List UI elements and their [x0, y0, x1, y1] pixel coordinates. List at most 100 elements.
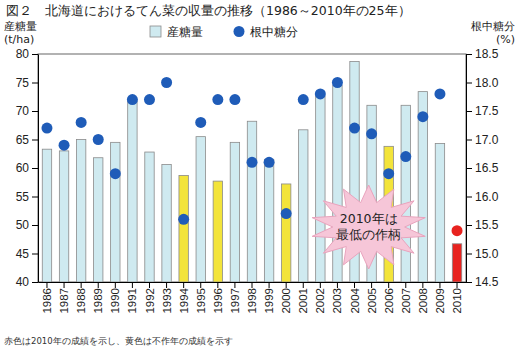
y-tick-label: 70 — [16, 104, 30, 118]
y-tick: 45 — [16, 247, 38, 261]
bar — [281, 184, 290, 282]
bar — [111, 142, 120, 282]
point — [76, 117, 87, 128]
x-tick-label: 1999 — [263, 288, 275, 314]
bar — [401, 105, 410, 282]
plot-frame — [38, 54, 466, 282]
x-tick-mark — [320, 282, 321, 288]
x-tick-mark — [217, 282, 218, 288]
annotation-burst — [312, 185, 425, 269]
y-tick-mark — [32, 282, 38, 283]
x-tick-label: 2003 — [331, 288, 343, 314]
x-tick: 1996 — [212, 282, 224, 314]
x-tick-label: 1992 — [144, 288, 156, 314]
y-tick-label: 60 — [16, 161, 30, 175]
y-tick-label: 80 — [16, 47, 30, 61]
axis-title-line: (%) — [496, 33, 515, 46]
x-tick-label: 2000 — [280, 288, 292, 314]
bar — [128, 101, 137, 282]
x-axis: 1986198719881989199019911992199319941995… — [39, 282, 467, 314]
point — [366, 128, 377, 139]
bar — [196, 137, 205, 282]
y-tick-label: 65 — [16, 133, 30, 147]
point — [41, 123, 52, 134]
x-tick: 1993 — [161, 282, 173, 314]
y2-tick-label: 17.0 — [475, 133, 499, 147]
y2-axis: 14.515.015.516.016.517.017.518.018.5 — [466, 47, 499, 289]
x-tick-label: 1996 — [212, 288, 224, 314]
y-tick: 50 — [16, 218, 38, 232]
x-tick: 1998 — [246, 282, 258, 314]
point — [229, 94, 240, 105]
legend-label: 産糖量 — [167, 25, 203, 39]
axis-title-line: (t/ha) — [4, 33, 34, 46]
y-axis-line — [38, 55, 39, 283]
x-tick: 1991 — [126, 282, 138, 314]
x-tick-mark — [46, 282, 47, 288]
x-tick-label: 1993 — [161, 288, 173, 314]
x-tick-mark — [200, 282, 201, 288]
y2-tick-label: 14.5 — [475, 275, 499, 289]
y2-tick-mark — [466, 197, 472, 198]
y2-tick: 18.0 — [466, 76, 499, 90]
point — [298, 94, 309, 105]
x-tick-mark — [388, 282, 389, 288]
y2-tick-mark — [466, 140, 472, 141]
y2-tick-label: 18.5 — [475, 47, 499, 61]
y-tick: 40 — [16, 275, 38, 289]
y2-tick-mark — [466, 254, 472, 255]
point — [59, 140, 70, 151]
y2-tick: 17.0 — [466, 133, 499, 147]
x-tick-mark — [115, 282, 116, 288]
x-tick-mark — [269, 282, 270, 288]
x-tick: 2001 — [297, 282, 309, 314]
bar — [213, 181, 222, 282]
x-tick: 2005 — [366, 282, 378, 314]
point — [161, 77, 172, 88]
x-tick-mark — [337, 282, 338, 288]
y-tick-label: 75 — [16, 76, 30, 90]
point — [281, 208, 292, 219]
y-tick-mark — [32, 254, 38, 255]
axis-title-line: 根中糖分 — [471, 20, 515, 33]
plot-area — [41, 61, 462, 282]
point — [195, 117, 206, 128]
x-tick-mark — [457, 282, 458, 288]
x-tick-label: 2004 — [349, 287, 361, 313]
point — [417, 111, 428, 122]
y-tick: 65 — [16, 133, 38, 147]
y-tick-label: 40 — [16, 275, 30, 289]
x-tick-mark — [405, 282, 406, 288]
x-tick-mark — [354, 282, 355, 288]
point — [178, 214, 189, 225]
x-tick-label: 2009 — [434, 288, 446, 314]
x-tick-label: 1989 — [92, 288, 104, 314]
x-tick: 2003 — [331, 282, 343, 314]
point — [144, 94, 155, 105]
bar — [333, 85, 342, 282]
x-tick-label: 1994 — [178, 287, 190, 313]
x-tick: 2004 — [349, 282, 361, 314]
x-tick: 1992 — [144, 282, 156, 314]
x-tick-mark — [439, 282, 440, 288]
y2-tick-label: 17.5 — [475, 104, 499, 118]
x-tick-label: 1998 — [246, 288, 258, 314]
y2-tick: 15.0 — [466, 247, 499, 261]
bar-series — [42, 61, 461, 282]
y-tick: 60 — [16, 161, 38, 175]
point — [93, 134, 104, 145]
title: 図２ 北海道におけるてん菜の収量の推移（1986～2010年の25年） — [6, 3, 411, 18]
x-tick-label: 2006 — [383, 288, 395, 314]
bar — [316, 96, 325, 282]
axis-title: 根中糖分(%) — [471, 20, 515, 46]
x-tick-label: 1990 — [109, 288, 121, 314]
y-axis: 404550556065707580 — [16, 47, 39, 289]
x-tick-label: 2008 — [417, 288, 429, 314]
y-tick-mark — [32, 140, 38, 141]
y-tick-mark — [32, 225, 38, 226]
y2-tick-mark — [466, 225, 472, 226]
x-tick-label: 1986 — [41, 288, 53, 314]
y-tick-mark — [32, 111, 38, 112]
point — [400, 151, 411, 162]
y-tick: 75 — [16, 76, 38, 90]
